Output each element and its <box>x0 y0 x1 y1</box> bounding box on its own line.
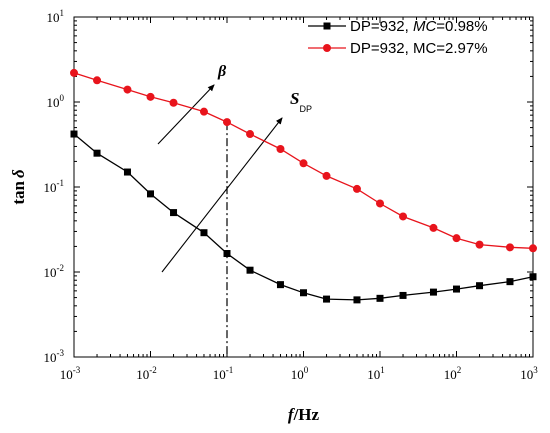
data-point <box>323 295 331 303</box>
data-point <box>453 285 460 293</box>
data-point <box>246 266 254 274</box>
series-1 <box>70 68 537 253</box>
legend-label: DP=932, MC=2.97% <box>350 40 488 57</box>
data-point <box>170 209 178 217</box>
data-point <box>529 273 537 281</box>
data-point <box>353 296 361 304</box>
data-point <box>246 130 255 139</box>
legend-entry: DP=932, MC=2.97% <box>308 40 488 57</box>
data-point <box>475 240 484 249</box>
sdp-arrow <box>161 117 283 273</box>
data-point <box>452 234 461 243</box>
data-point <box>529 244 537 253</box>
x-tick-label: 10-3 <box>60 365 81 382</box>
data-point <box>200 229 208 237</box>
legend: DP=932, MC=0.98% DP=932, MC=2.97% <box>308 18 488 57</box>
x-tick-label: 102 <box>444 365 462 382</box>
y-tick-label: 101 <box>47 8 65 25</box>
data-point <box>506 278 514 286</box>
legend-marker <box>323 22 331 30</box>
data-point <box>223 118 231 127</box>
reference-lines: β SDP <box>157 63 312 357</box>
data-point <box>352 184 361 193</box>
beta-arrow <box>157 84 215 145</box>
legend-marker <box>323 44 331 52</box>
y-tick-label: 100 <box>47 93 65 110</box>
data-point <box>223 250 231 258</box>
x-tick-label: 103 <box>520 365 538 382</box>
data-point <box>322 171 331 180</box>
axis-labels: f/Hz tanδ <box>9 169 320 424</box>
axes: 10-3 10-2 10-1 100 101 102 103 10-3 10-2 10-1 100 1… <box>44 8 539 382</box>
x-tick-label: 101 <box>367 365 385 382</box>
y-tick-label: 10-2 <box>44 263 65 280</box>
data-point <box>199 107 208 116</box>
data-point <box>429 288 437 296</box>
sdp-label: SDP <box>290 89 312 114</box>
series-0 <box>70 130 537 304</box>
x-axis-label: f/Hz <box>288 405 320 424</box>
data-point <box>123 85 132 94</box>
series-layer <box>70 68 537 304</box>
series-line <box>73 133 534 301</box>
data-point <box>276 144 285 153</box>
data-point <box>376 294 384 302</box>
y-tick-label: 10-1 <box>44 178 65 195</box>
data-point <box>70 68 78 77</box>
data-point <box>399 212 408 221</box>
data-point <box>70 130 78 138</box>
data-point <box>429 223 438 232</box>
data-point <box>476 282 484 290</box>
data-point <box>276 281 284 289</box>
legend-entry: DP=932, MC=0.98% <box>308 18 488 35</box>
data-point <box>169 98 178 107</box>
data-point <box>299 159 308 168</box>
data-point <box>399 291 407 299</box>
data-point <box>300 289 307 297</box>
data-point <box>147 190 154 198</box>
data-point <box>146 92 155 101</box>
y-axis-label: tanδ <box>9 169 28 205</box>
data-point <box>123 168 131 176</box>
data-point <box>93 149 101 157</box>
x-tick-label: 10-1 <box>213 365 234 382</box>
data-point <box>376 199 384 208</box>
y-tick-label: 10-3 <box>44 348 65 365</box>
x-tick-label: 10-2 <box>136 365 157 382</box>
legend-label: DP=932, MC=0.98% <box>350 18 488 35</box>
x-tick-label: 100 <box>291 365 309 382</box>
data-point <box>505 243 514 252</box>
beta-label: β <box>217 63 227 80</box>
data-point <box>93 76 102 85</box>
